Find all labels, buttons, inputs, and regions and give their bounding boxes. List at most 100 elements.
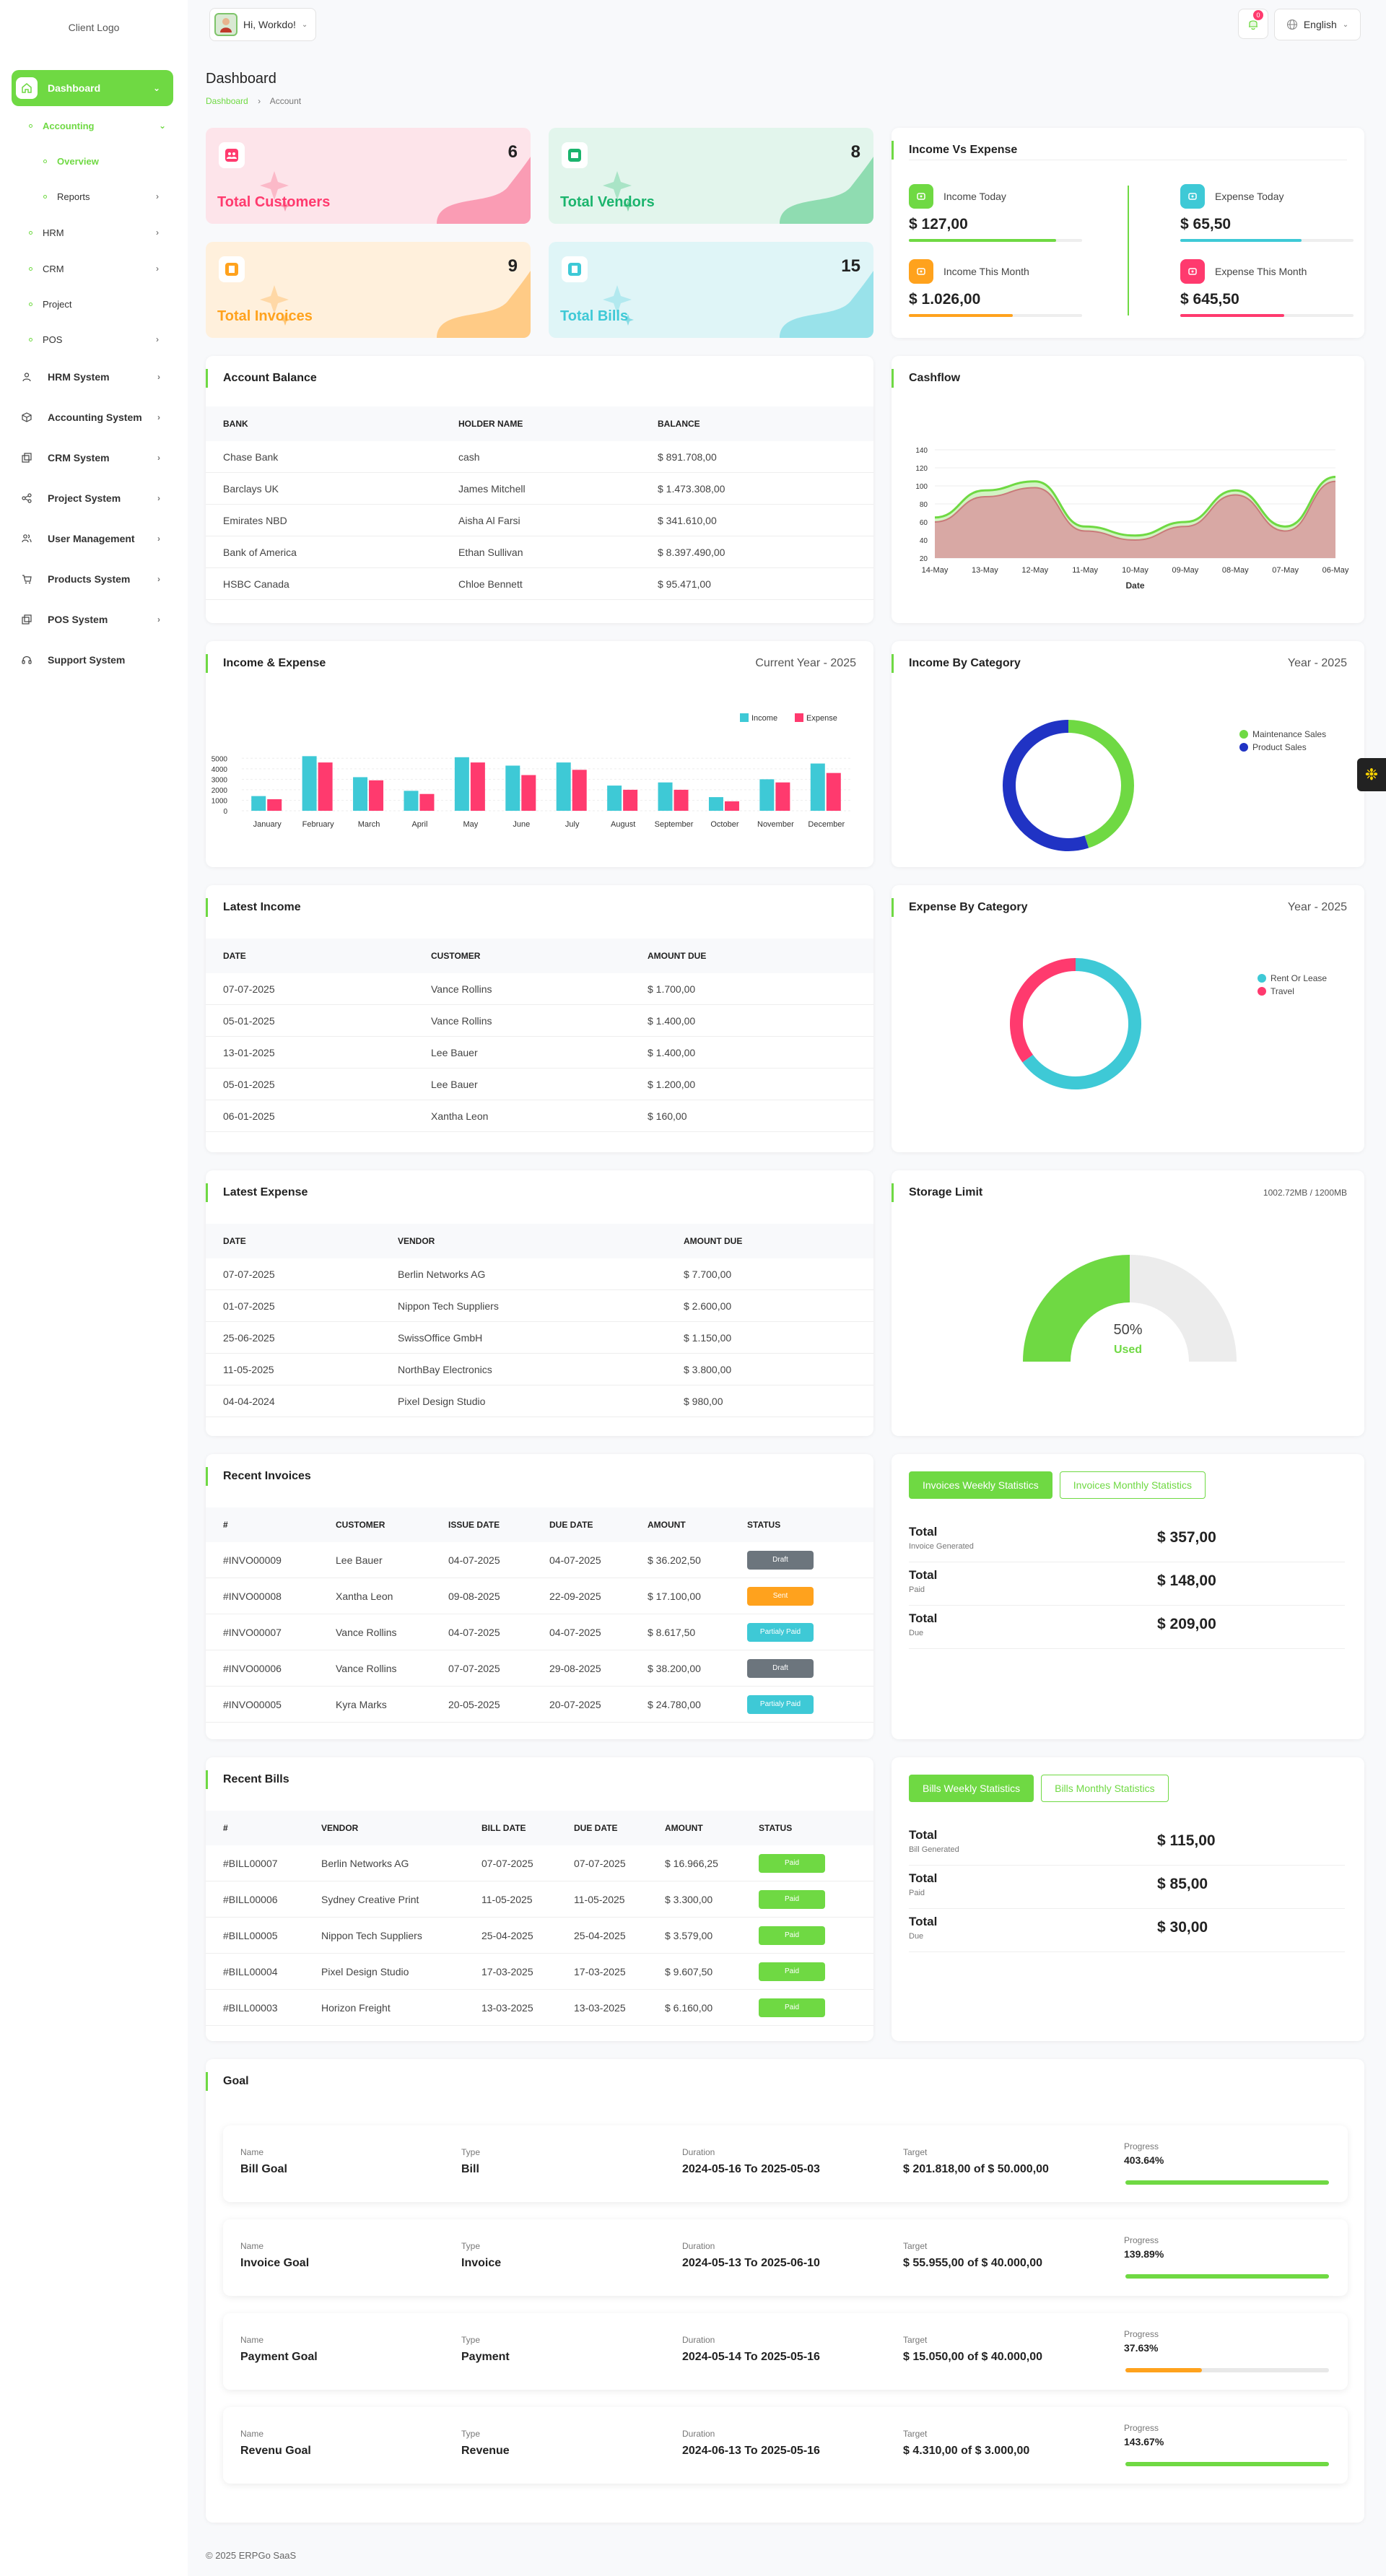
latest-income-card: Latest Income DATE CUSTOMER AMOUNT DUE 07-0… <box>206 885 873 1152</box>
tab-bills-monthly[interactable]: Bills Monthly Statistics <box>1041 1775 1169 1802</box>
footer: © 2025 ERPGo SaaS <box>206 2550 297 2561</box>
table-cell: #BILL00003 <box>223 2001 278 2014</box>
sidebar-item-overview[interactable]: Overview <box>43 150 166 172</box>
sidebar-item-support-system[interactable]: Support System <box>12 643 173 676</box>
table-row[interactable]: 05-01-2025 Vance Rollins $ 1.400,00 <box>206 1005 873 1037</box>
table-row[interactable]: 04-04-2024 Pixel Design Studio $ 980,00 <box>206 1385 873 1417</box>
table-row[interactable]: #BILL00006 Sydney Creative Print 11-05-202… <box>206 1881 873 1918</box>
user-menu[interactable]: Hi, Workdo! ⌄ <box>209 8 316 41</box>
stat-sublabel: Paid <box>909 1889 925 1897</box>
tab-invoices-weekly[interactable]: Invoices Weekly Statistics <box>909 1471 1052 1499</box>
table-cell: Vance Rollins <box>336 1662 397 1674</box>
goal-target: $ 4.310,00 of $ 3.000,00 <box>903 2445 1030 2457</box>
table-cell: $ 95.471,00 <box>658 578 711 590</box>
y-tick-label: 2000 <box>212 787 228 795</box>
client-logo[interactable]: Client Logo <box>68 22 120 33</box>
table-cell: 04-07-2025 <box>448 1554 500 1566</box>
goal-progress-bar <box>1125 2274 1329 2279</box>
table-row[interactable]: HSBC Canada Chloe Bennett $ 95.471,00 <box>206 568 873 600</box>
table-row[interactable]: Bank of America Ethan Sullivan $ 8.397.490… <box>206 536 873 568</box>
goal-item[interactable]: Name Invoice Goal Type Invoice Duration 2024-… <box>223 2219 1348 2296</box>
table-row[interactable]: 07-07-2025 Vance Rollins $ 1.700,00 <box>206 973 873 1005</box>
table-row[interactable]: 06-01-2025 Xantha Leon $ 160,00 <box>206 1100 873 1132</box>
table-cell: 20-07-2025 <box>549 1698 601 1710</box>
breadcrumb-home[interactable]: Dashboard <box>206 96 248 106</box>
table-cell: 11-05-2025 <box>481 1893 533 1905</box>
tab-invoices-monthly[interactable]: Invoices Monthly Statistics <box>1059 1471 1206 1499</box>
table-row[interactable]: #INVO00006 Vance Rollins 07-07-2025 29-08-2… <box>206 1650 873 1687</box>
sidebar-item-pos-system[interactable]: POS System › <box>12 603 173 636</box>
status-badge: Paid <box>759 1998 825 2017</box>
breadcrumb-current: Account <box>269 96 302 106</box>
tab-bills-weekly[interactable]: Bills Weekly Statistics <box>909 1775 1034 1802</box>
status-badge: Draft <box>747 1658 814 1678</box>
bar-income <box>505 765 520 811</box>
table-row[interactable]: 25-06-2025 SwissOffice GmbH $ 1.150,00 <box>206 1322 873 1354</box>
table-row[interactable]: #INVO00009 Lee Bauer 04-07-2025 04-07-2025 $… <box>206 1542 873 1578</box>
table-row[interactable]: Chase Bank cash $ 891.708,00 <box>206 441 873 473</box>
wave-decoration <box>603 271 873 338</box>
y-tick-label: 60 <box>920 519 928 527</box>
bill-stats-tabs: Bills Weekly Statistics Bills Monthly St… <box>909 1775 1176 1802</box>
language-select[interactable]: English ⌄ <box>1274 9 1361 40</box>
goal-item[interactable]: Name Payment Goal Type Payment Duration 2024-… <box>223 2313 1348 2390</box>
total-customers-card[interactable]: 6 Total Customers <box>206 128 531 224</box>
column-header: AMOUNT <box>648 1520 686 1530</box>
sidebar-item-hrm-system[interactable]: HRM System › <box>12 360 173 393</box>
invoice-statistics-card: Invoices Weekly Statistics Invoices Mont… <box>892 1454 1364 1739</box>
bill-statistics-card: Bills Weekly Statistics Bills Monthly St… <box>892 1757 1364 2041</box>
bar-income <box>607 786 622 811</box>
status-badge: Paid <box>759 1853 825 1873</box>
chevron-right-icon: › <box>157 412 160 422</box>
sidebar-item-hrm[interactable]: HRM › <box>29 222 159 243</box>
table-row[interactable]: Emirates NBD Aisha Al Farsi $ 341.610,00 <box>206 505 873 536</box>
total-bills-card[interactable]: 15 Total Bills <box>549 242 873 338</box>
sidebar-item-project-system[interactable]: Project System › <box>12 482 173 515</box>
table-row[interactable]: 05-01-2025 Lee Bauer $ 1.200,00 <box>206 1069 873 1100</box>
sidebar-item-crm[interactable]: CRM › <box>29 258 159 279</box>
sidebar-item-user-management[interactable]: User Management › <box>12 522 173 555</box>
sidebar-item-products-system[interactable]: Products System › <box>12 562 173 596</box>
chevron-right-icon: › <box>156 227 159 238</box>
table-row[interactable]: #INVO00005 Kyra Marks 20-05-2025 20-07-2025… <box>206 1687 873 1723</box>
x-tick-label: August <box>611 820 635 829</box>
status-badge: Paid <box>759 1926 825 1945</box>
sidebar-item-accounting[interactable]: Accounting ⌄ <box>29 115 166 136</box>
table-row[interactable]: #BILL00003 Horizon Freight 13-03-2025 13-03… <box>206 1990 873 2026</box>
settings-toggle[interactable]: ❉ <box>1357 758 1386 791</box>
table-row[interactable]: 11-05-2025 NorthBay Electronics $ 3.800,00 <box>206 1354 873 1385</box>
table-row[interactable]: #INVO00008 Xantha Leon 09-08-2025 22-09-202… <box>206 1578 873 1614</box>
table-row[interactable]: #INVO00007 Vance Rollins 04-07-2025 04-07-2… <box>206 1614 873 1650</box>
sidebar-item-label: Accounting System <box>48 412 142 423</box>
column-header: AMOUNT DUE <box>684 1236 743 1246</box>
sidebar-item-reports[interactable]: Reports › <box>43 186 159 207</box>
legend-dot <box>1258 987 1266 996</box>
table-row[interactable]: 13-01-2025 Lee Bauer $ 1.400,00 <box>206 1037 873 1069</box>
table-row[interactable]: #BILL00004 Pixel Design Studio 17-03-2025 1… <box>206 1954 873 1990</box>
table-row[interactable]: 07-07-2025 Berlin Networks AG $ 7.700,00 <box>206 1258 873 1290</box>
stat-value: 6 <box>507 142 518 162</box>
period-label: Year - 2025 <box>1287 901 1347 913</box>
table-row[interactable]: Barclays UK James Mitchell $ 1.473.308,00 <box>206 473 873 505</box>
donut-slice <box>1010 958 1076 1063</box>
sidebar-item-accounting-system[interactable]: Accounting System › <box>12 401 173 434</box>
sidebar-item-project[interactable]: Project <box>29 293 159 315</box>
x-tick-label: June <box>513 820 530 829</box>
income-vs-expense-card: Income Vs Expense Income Today $ 127,00 Ex… <box>892 128 1364 338</box>
stat-label: Total <box>909 1871 938 1885</box>
goal-item[interactable]: Name Bill Goal Type Bill Duration 2024-05-16 … <box>223 2125 1348 2202</box>
sidebar-item-crm-system[interactable]: CRM System › <box>12 441 173 474</box>
table-cell: $ 17.100,00 <box>648 1590 701 1602</box>
bullet-icon <box>29 123 32 128</box>
table-cell: #BILL00004 <box>223 1965 278 1977</box>
table-row[interactable]: 01-07-2025 Nippon Tech Suppliers $ 2.600,0… <box>206 1290 873 1322</box>
y-tick-label: 140 <box>915 447 928 455</box>
goal-item[interactable]: Name Revenu Goal Type Revenue Duration 2024-0… <box>223 2407 1348 2484</box>
table-row[interactable]: #BILL00005 Nippon Tech Suppliers 25-04-202… <box>206 1918 873 1954</box>
sidebar-item-pos[interactable]: POS › <box>29 328 159 350</box>
total-vendors-card[interactable]: 8 Total Vendors <box>549 128 873 224</box>
table-row[interactable]: #BILL00007 Berlin Networks AG 07-07-2025 07… <box>206 1845 873 1881</box>
total-invoices-card[interactable]: 9 Total Invoices <box>206 242 531 338</box>
sidebar-item-dashboard[interactable]: Dashboard ⌄ <box>12 70 173 106</box>
stat-label: Total <box>909 1611 938 1625</box>
